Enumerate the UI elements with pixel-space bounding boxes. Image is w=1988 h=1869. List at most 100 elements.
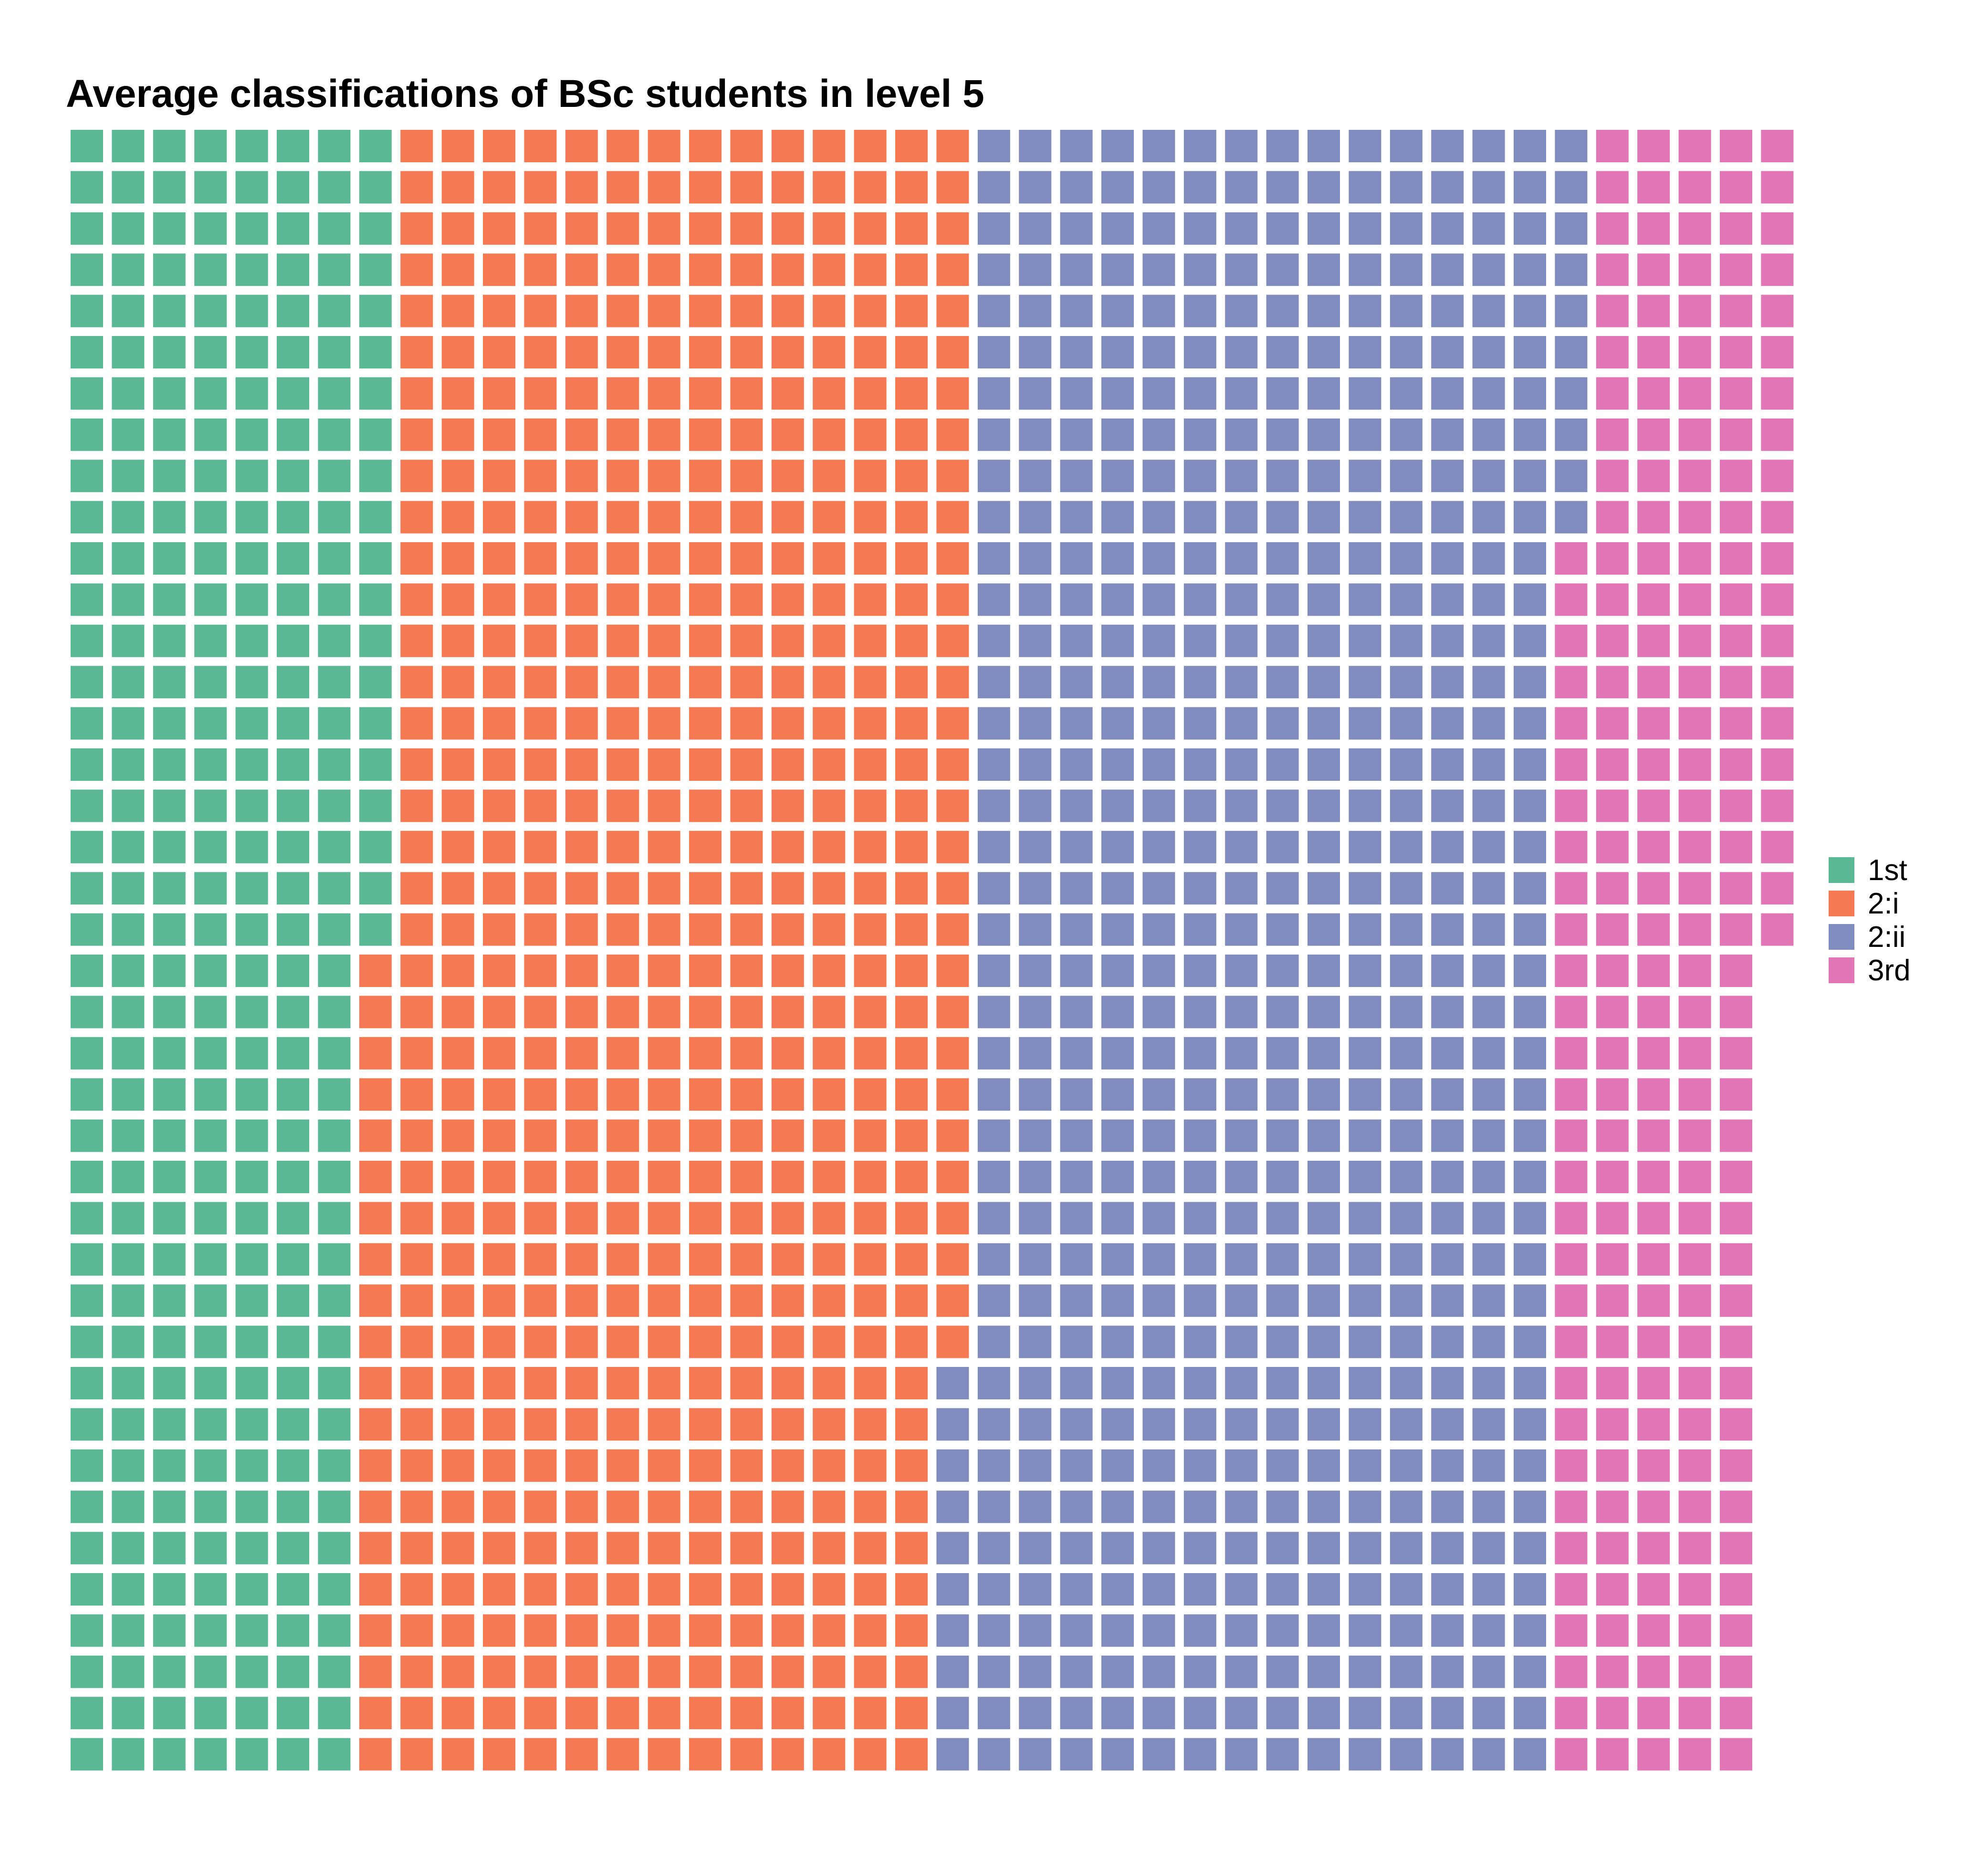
waffle-cell-2-i <box>813 542 846 575</box>
waffle-cell-2-i <box>648 460 680 493</box>
waffle-cell-2-ii <box>1060 294 1093 327</box>
waffle-cell-2-i <box>524 1697 557 1730</box>
waffle-cell-2-ii <box>977 294 1010 327</box>
waffle-cell-2-ii <box>1390 1078 1423 1111</box>
waffle-cell-1st <box>318 1614 351 1647</box>
waffle-cell-1st <box>112 336 145 368</box>
waffle-cell-3rd <box>1637 1202 1670 1235</box>
waffle-cell-2-ii <box>1142 542 1175 575</box>
waffle-cell-2-i <box>730 171 763 204</box>
waffle-cell-1st <box>153 913 186 946</box>
waffle-cell-2-i <box>730 1161 763 1193</box>
waffle-cell-1st <box>318 789 351 822</box>
waffle-cell-2-ii <box>1225 1119 1258 1152</box>
waffle-cell-1st <box>277 418 309 451</box>
waffle-cell-2-i <box>771 501 804 534</box>
waffle-cell-2-ii <box>1101 830 1134 863</box>
waffle-cell-2-i <box>895 1161 928 1193</box>
waffle-cell-2-ii <box>1101 996 1134 1029</box>
waffle-cell-2-ii <box>977 1449 1010 1482</box>
waffle-cell-2-i <box>771 336 804 368</box>
waffle-cell-1st <box>71 1449 103 1482</box>
waffle-cell-2-ii <box>1019 1532 1052 1564</box>
waffle-cell-2-ii <box>1060 253 1093 286</box>
waffle-cell-1st <box>277 748 309 781</box>
waffle-cell-2-ii <box>1266 418 1299 451</box>
waffle-cell-1st <box>318 1284 351 1317</box>
waffle-cell-1st <box>112 789 145 822</box>
waffle-cell-2-i <box>524 1614 557 1647</box>
waffle-cell-2-i <box>524 418 557 451</box>
waffle-cell-1st <box>277 1449 309 1482</box>
waffle-cell-1st <box>318 418 351 451</box>
waffle-cell-2-ii <box>1514 1119 1546 1152</box>
waffle-cell-2-ii <box>1183 418 1216 451</box>
waffle-cell-2-ii <box>1266 460 1299 493</box>
waffle-cell-2-i <box>730 1491 763 1523</box>
waffle-cell-2-i <box>400 1078 433 1111</box>
waffle-cell-2-ii <box>1060 666 1093 699</box>
waffle-cell-2-i <box>607 1284 639 1317</box>
waffle-cell-1st <box>153 1449 186 1482</box>
waffle-cell-3rd <box>1761 830 1794 863</box>
waffle-cell-1st <box>153 377 186 410</box>
waffle-cell-2-ii <box>1390 1325 1423 1358</box>
waffle-cell-2-i <box>689 294 722 327</box>
waffle-cell-1st <box>235 1119 268 1152</box>
waffle-cell-2-ii <box>1349 253 1381 286</box>
waffle-cell-2-i <box>895 460 928 493</box>
waffle-cell-2-i <box>441 1161 474 1193</box>
waffle-cell-3rd <box>1678 707 1711 740</box>
waffle-cell-2-i <box>689 212 722 245</box>
waffle-cell-3rd <box>1596 1449 1629 1482</box>
waffle-cell-2-ii <box>1142 336 1175 368</box>
waffle-cell-3rd <box>1596 913 1629 946</box>
waffle-cell-2-i <box>400 377 433 410</box>
waffle-cell-2-i <box>565 171 598 204</box>
waffle-cell-2-i <box>730 707 763 740</box>
waffle-cell-1st <box>112 1202 145 1235</box>
waffle-cell-2-ii <box>1514 955 1546 987</box>
waffle-cell-2-i <box>565 1532 598 1564</box>
waffle-cell-2-ii <box>1514 130 1546 162</box>
waffle-cell-3rd <box>1637 1037 1670 1070</box>
waffle-cell-2-i <box>854 1655 887 1688</box>
waffle-cell-2-ii <box>1472 1037 1505 1070</box>
waffle-cell-1st <box>71 336 103 368</box>
waffle-cell-3rd <box>1637 1243 1670 1276</box>
waffle-cell-2-ii <box>1390 1697 1423 1730</box>
waffle-cell-2-i <box>524 1738 557 1771</box>
waffle-cell-1st <box>71 1367 103 1399</box>
waffle-cell-3rd <box>1596 542 1629 575</box>
waffle-cell-2-i <box>400 212 433 245</box>
waffle-cell-2-ii <box>1349 1697 1381 1730</box>
waffle-cell-2-i <box>400 1655 433 1688</box>
waffle-cell-2-ii <box>1514 1738 1546 1771</box>
waffle-cell-2-i <box>648 253 680 286</box>
waffle-cell-2-i <box>854 294 887 327</box>
waffle-cell-2-i <box>607 1078 639 1111</box>
waffle-cell-2-ii <box>1349 336 1381 368</box>
waffle-cell-2-i <box>730 1078 763 1111</box>
legend-item: 3rd <box>1829 954 1911 987</box>
waffle-cell-2-i <box>771 171 804 204</box>
waffle-cell-2-i <box>771 748 804 781</box>
waffle-cell-2-i <box>689 1284 722 1317</box>
waffle-cell-2-ii <box>1101 130 1134 162</box>
waffle-cell-3rd <box>1555 1037 1588 1070</box>
waffle-cell-3rd <box>1761 542 1794 575</box>
waffle-cell-2-ii <box>1308 336 1340 368</box>
waffle-cell-3rd <box>1720 1161 1752 1193</box>
waffle-cell-2-ii <box>1060 1119 1093 1152</box>
waffle-cell-3rd <box>1720 1655 1752 1688</box>
waffle-cell-3rd <box>1678 1078 1711 1111</box>
waffle-cell-1st <box>194 1655 227 1688</box>
waffle-cell-2-i <box>524 955 557 987</box>
waffle-cell-3rd <box>1761 253 1794 286</box>
waffle-cell-2-i <box>565 1367 598 1399</box>
waffle-cell-2-i <box>854 707 887 740</box>
waffle-cell-2-i <box>359 1037 392 1070</box>
waffle-cell-2-i <box>483 171 515 204</box>
waffle-cell-1st <box>235 1614 268 1647</box>
waffle-cell-2-ii <box>1390 1655 1423 1688</box>
